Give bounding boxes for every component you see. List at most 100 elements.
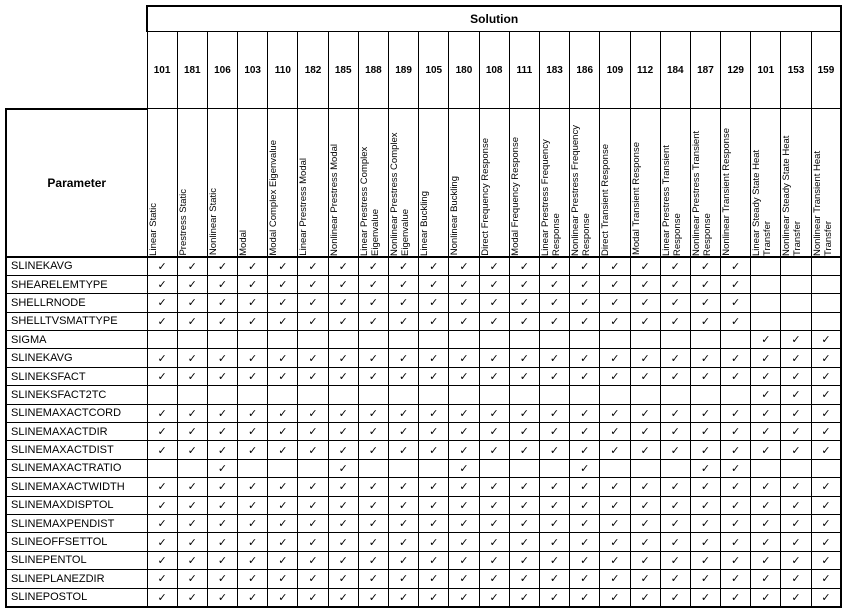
empty-cell bbox=[237, 458, 269, 479]
parameter-name: SLINEMAXACTRATIO bbox=[5, 458, 148, 479]
empty-cell bbox=[418, 330, 450, 350]
check-icon: ✓ bbox=[720, 569, 752, 589]
empty-cell bbox=[750, 458, 782, 479]
check-icon: ✓ bbox=[237, 366, 269, 387]
check-icon: ✓ bbox=[237, 495, 269, 515]
check-icon: ✓ bbox=[237, 274, 269, 295]
check-icon: ✓ bbox=[508, 440, 540, 460]
check-icon: ✓ bbox=[659, 550, 691, 571]
check-icon: ✓ bbox=[599, 311, 631, 332]
check-icon: ✓ bbox=[297, 550, 329, 571]
empty-cell bbox=[327, 385, 359, 405]
table-row: SLINEMAXDISPTOL ✓ ✓ ✓ ✓ ✓ ✓ ✓ ✓ ✓ ✓ ✓ ✓ ✓ ✓ ✓ ✓ ✓ ✓ ✓ ✓ ✓ ✓ ✓ bbox=[5, 495, 843, 515]
solution-name-cell: Linear Prestress Modal bbox=[297, 108, 329, 258]
check-icon: ✓ bbox=[387, 495, 420, 515]
solution-number: 183 bbox=[538, 31, 571, 109]
solution-name: Direct Transient Response bbox=[600, 143, 612, 256]
check-icon: ✓ bbox=[448, 311, 480, 332]
check-icon: ✓ bbox=[659, 274, 691, 295]
check-icon: ✓ bbox=[689, 569, 722, 589]
check-icon: ✓ bbox=[357, 550, 390, 571]
solution-name: Nonlinear Prestress Modal bbox=[328, 143, 340, 256]
check-icon: ✓ bbox=[629, 532, 661, 552]
check-icon: ✓ bbox=[327, 495, 359, 515]
check-icon: ✓ bbox=[659, 348, 691, 368]
check-icon: ✓ bbox=[297, 422, 329, 442]
check-icon: ✓ bbox=[508, 569, 540, 589]
check-icon: ✓ bbox=[780, 513, 812, 534]
empty-cell bbox=[538, 330, 571, 350]
check-icon: ✓ bbox=[387, 293, 420, 313]
table-row: SLINEMAXACTDIST ✓ ✓ ✓ ✓ ✓ ✓ ✓ ✓ ✓ ✓ ✓ ✓ ✓ ✓ ✓ ✓ ✓ ✓ ✓ ✓ ✓ ✓ ✓ bbox=[5, 440, 843, 460]
check-icon: ✓ bbox=[720, 403, 752, 424]
check-icon: ✓ bbox=[810, 385, 843, 405]
check-icon: ✓ bbox=[418, 513, 450, 534]
check-icon: ✓ bbox=[599, 477, 631, 497]
check-icon: ✓ bbox=[659, 293, 691, 313]
check-icon: ✓ bbox=[327, 569, 359, 589]
check-icon: ✓ bbox=[599, 550, 631, 571]
solution-name: Linear Prestress Modal bbox=[298, 157, 310, 256]
check-icon: ✓ bbox=[689, 311, 722, 332]
empty-cell bbox=[176, 330, 208, 350]
check-icon: ✓ bbox=[146, 311, 178, 332]
check-icon: ✓ bbox=[448, 348, 480, 368]
check-icon: ✓ bbox=[418, 311, 450, 332]
empty-cell bbox=[267, 385, 299, 405]
check-icon: ✓ bbox=[780, 477, 812, 497]
check-icon: ✓ bbox=[720, 311, 752, 332]
check-icon: ✓ bbox=[810, 440, 843, 460]
check-icon: ✓ bbox=[659, 311, 691, 332]
check-icon: ✓ bbox=[237, 422, 269, 442]
check-icon: ✓ bbox=[387, 311, 420, 332]
check-icon: ✓ bbox=[267, 293, 299, 313]
check-icon: ✓ bbox=[599, 403, 631, 424]
check-icon: ✓ bbox=[750, 495, 782, 515]
check-icon: ✓ bbox=[478, 422, 510, 442]
check-icon: ✓ bbox=[629, 550, 661, 571]
empty-cell bbox=[206, 330, 239, 350]
check-icon: ✓ bbox=[206, 274, 239, 295]
solution-number: 188 bbox=[357, 31, 390, 109]
check-icon: ✓ bbox=[206, 256, 239, 276]
solution-name: Linear Prestress Transient Response bbox=[660, 144, 683, 256]
check-icon: ✓ bbox=[327, 256, 359, 276]
solution-name-cell: Nonlinear Transient Heat Transfer bbox=[810, 108, 843, 258]
check-icon: ✓ bbox=[237, 348, 269, 368]
check-icon: ✓ bbox=[297, 569, 329, 589]
check-icon: ✓ bbox=[297, 477, 329, 497]
solution-number: 109 bbox=[599, 31, 631, 109]
table-row: SLINEKSFACT ✓ ✓ ✓ ✓ ✓ ✓ ✓ ✓ ✓ ✓ ✓ ✓ ✓ ✓ ✓ ✓ ✓ ✓ ✓ ✓ ✓ ✓ ✓ bbox=[5, 366, 843, 387]
check-icon: ✓ bbox=[689, 532, 722, 552]
check-icon: ✓ bbox=[569, 532, 601, 552]
check-icon: ✓ bbox=[689, 477, 722, 497]
empty-cell bbox=[659, 385, 691, 405]
empty-cell bbox=[780, 311, 812, 332]
check-icon: ✓ bbox=[780, 366, 812, 387]
empty-cell bbox=[237, 330, 269, 350]
check-icon: ✓ bbox=[176, 256, 208, 276]
check-icon: ✓ bbox=[478, 569, 510, 589]
check-icon: ✓ bbox=[689, 422, 722, 442]
parameter-name: SLINEKSFACT2TC bbox=[5, 385, 148, 405]
parameter-name: SHELLTVSMATTYPE bbox=[5, 311, 148, 332]
check-icon: ✓ bbox=[750, 569, 782, 589]
check-icon: ✓ bbox=[418, 274, 450, 295]
check-icon: ✓ bbox=[206, 440, 239, 460]
solution-name-cell: Nonlinear Transient Response bbox=[720, 108, 752, 258]
empty-cell bbox=[689, 385, 722, 405]
check-icon: ✓ bbox=[659, 495, 691, 515]
check-icon: ✓ bbox=[810, 550, 843, 571]
check-icon: ✓ bbox=[206, 495, 239, 515]
check-icon: ✓ bbox=[478, 550, 510, 571]
solution-name: Nonlinear Transient Heat Transfer bbox=[811, 150, 834, 256]
check-icon: ✓ bbox=[387, 569, 420, 589]
empty-cell bbox=[569, 330, 601, 350]
empty-cell bbox=[720, 330, 752, 350]
check-icon: ✓ bbox=[659, 477, 691, 497]
check-icon: ✓ bbox=[327, 532, 359, 552]
parameter-name: SHELLRNODE bbox=[5, 293, 148, 313]
empty-cell bbox=[478, 385, 510, 405]
solution-name: Modal bbox=[238, 229, 250, 256]
check-icon: ✓ bbox=[387, 274, 420, 295]
